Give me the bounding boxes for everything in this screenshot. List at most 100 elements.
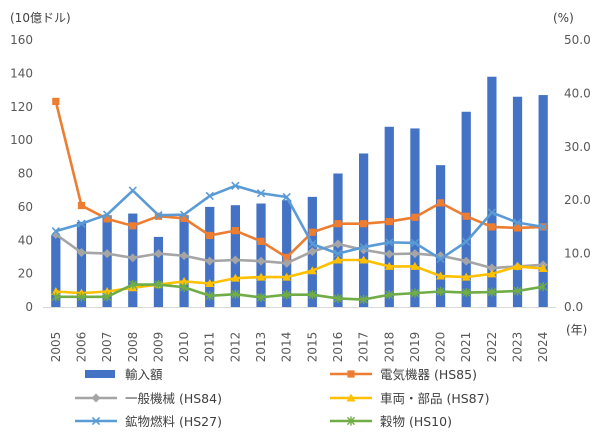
data-point (77, 201, 86, 210)
data-point (436, 286, 445, 297)
left-axis-unit: (10億ドル) (10, 11, 71, 25)
data-point (128, 253, 138, 263)
data-point (282, 272, 292, 281)
series-line (55, 184, 544, 261)
bar (256, 203, 266, 307)
data-point (282, 290, 291, 300)
x-tick-label: 2023 (511, 332, 525, 363)
data-point (256, 272, 266, 281)
data-point (206, 231, 214, 240)
data-point (333, 255, 343, 264)
series-line (55, 258, 544, 295)
legend-marker (347, 370, 355, 378)
left-tick-label: 160 (10, 33, 33, 47)
x-tick-label: 2019 (408, 332, 422, 363)
x-tick-label: 2014 (280, 332, 294, 363)
left-tick-label: 60 (18, 200, 33, 214)
data-point (205, 291, 214, 301)
legend-marker (346, 416, 356, 426)
data-point (307, 266, 317, 275)
data-point (283, 253, 291, 261)
right-tick-label: 40.0 (564, 86, 591, 100)
data-point (411, 213, 419, 221)
data-point (256, 256, 266, 266)
x-tick-label: 2017 (357, 332, 371, 363)
right-tick-label: 50.0 (564, 33, 591, 47)
data-point (77, 219, 86, 228)
data-point (256, 292, 266, 302)
data-point (154, 210, 163, 220)
data-point (77, 292, 86, 302)
right-tick-label: 30.0 (564, 140, 591, 154)
data-point (308, 239, 317, 249)
data-point (153, 249, 163, 259)
left-tick-label: 80 (18, 167, 33, 181)
data-point (385, 238, 394, 247)
data-point (539, 222, 548, 232)
legend-label: 車両・部品 (HS87) (380, 391, 489, 406)
data-point (410, 288, 420, 298)
x-tick-label: 2020 (434, 332, 448, 363)
data-point (462, 237, 471, 247)
data-point (333, 293, 343, 304)
legend-swatch (85, 370, 115, 378)
bar (282, 200, 292, 307)
data-point (539, 282, 548, 292)
x-tick-label: 2024 (536, 332, 550, 363)
data-point (230, 255, 240, 265)
data-point (51, 287, 61, 296)
data-point (513, 218, 522, 227)
data-point (333, 239, 343, 249)
right-tick-label: 10.0 (564, 247, 591, 261)
data-point (436, 254, 445, 264)
bar (512, 96, 523, 307)
tick-labels: 0 20 40 60 80 100 120 140 160 0.0 10.0 20.0 30.0 40.0… (10, 33, 591, 362)
x-tick-label: 2016 (331, 332, 345, 363)
x-tick-label: 2008 (126, 332, 140, 363)
data-point (436, 199, 445, 207)
data-point (360, 220, 368, 228)
data-point (308, 290, 317, 300)
bar (538, 95, 548, 307)
bar (359, 153, 369, 307)
left-tick-label: 120 (10, 100, 33, 114)
x-tick-label: 2010 (177, 332, 191, 363)
data-point (103, 215, 111, 223)
data-point (231, 227, 239, 235)
data-point (384, 261, 394, 270)
data-point (102, 249, 112, 259)
data-point (51, 229, 61, 239)
data-point (308, 228, 316, 236)
data-point (385, 290, 394, 300)
data-point (334, 220, 342, 228)
data-point (359, 243, 368, 252)
data-point (410, 238, 420, 248)
x-tick-label: 2015 (305, 332, 319, 363)
data-point (231, 181, 240, 190)
data-point (103, 292, 112, 302)
left-tick-label: 0 (25, 300, 33, 314)
data-point (461, 272, 471, 281)
x-tick-label: 2018 (382, 332, 396, 363)
data-point (359, 294, 368, 305)
data-point (52, 97, 60, 106)
data-point (307, 246, 317, 256)
legend-label: 一般機械 (HS84) (125, 391, 222, 406)
data-point (282, 192, 291, 202)
data-point (384, 249, 394, 259)
data-point (51, 227, 60, 236)
data-point (513, 224, 522, 232)
legend-marker (91, 416, 101, 426)
data-point (205, 256, 215, 266)
x-axis-unit: (年) (566, 323, 587, 337)
data-point (487, 208, 497, 217)
data-point (205, 279, 215, 288)
legend-label: 穀物 (HS10) (380, 414, 452, 429)
data-point (359, 255, 369, 264)
data-point (128, 279, 137, 290)
x-tick-label: 2021 (459, 332, 473, 363)
data-point (488, 223, 496, 231)
bar (76, 221, 87, 307)
data-point (128, 186, 137, 195)
